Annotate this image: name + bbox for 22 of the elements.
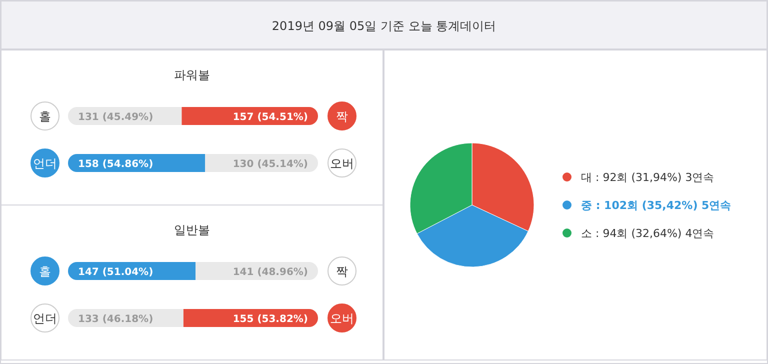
- data-label: 130 (45.14%): [232, 159, 308, 170]
- text: 짝: [336, 110, 348, 124]
- legend-label: 소 : 94회 (32,64%) 4연속: [581, 227, 714, 240]
- text: 오버: [330, 312, 354, 326]
- data-label: 157 (54.51%): [232, 112, 308, 123]
- data-label: 133 (46.18%): [78, 314, 154, 325]
- y-tick-label: 홀: [39, 264, 51, 278]
- chart-title: 일반볼: [174, 223, 210, 237]
- data-label: 155 (53.82%): [232, 314, 308, 325]
- legend-label: 중 : 102회 (35,42%) 5연속: [581, 199, 732, 212]
- text: 2019년 09월 05일 기준 오늘 통계데이터: [272, 19, 496, 33]
- text: 오버: [330, 156, 354, 170]
- data-label: 147 (51.04%): [78, 267, 154, 278]
- data-label: 141 (48.96%): [232, 267, 308, 278]
- y-tick-label: 언더: [33, 312, 57, 326]
- data-label: 131 (45.49%): [78, 112, 154, 123]
- text: 짝: [336, 264, 348, 278]
- y-tick-label: 언더: [33, 156, 57, 170]
- data-label: 158 (54.86%): [78, 159, 154, 170]
- legend-label: 대 : 92회 (31,94%) 3연속: [581, 171, 714, 184]
- y-tick-label: 홀: [39, 110, 51, 124]
- chart-title: 파워볼: [174, 68, 210, 82]
